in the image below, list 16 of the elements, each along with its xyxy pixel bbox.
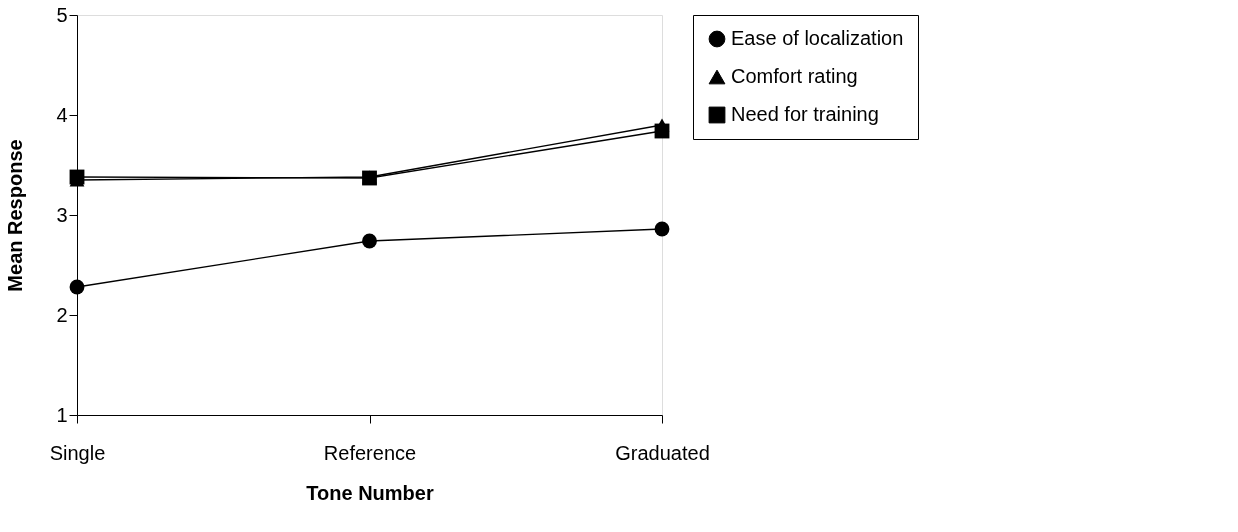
point (654, 221, 670, 237)
point (362, 233, 377, 249)
point (69, 279, 85, 295)
x-tick-label: Graduated (615, 441, 710, 464)
y-tick-label: 2 (56, 303, 68, 326)
legend-label: Comfort rating (731, 65, 858, 87)
x-axis-title: Tone Number (306, 481, 434, 504)
y-tick-label: 3 (56, 203, 68, 226)
y-tick-label: 5 (56, 3, 68, 26)
x-tick-label: Single (49, 441, 106, 464)
legend-label: Ease of localization (731, 27, 904, 49)
y-tick-label: 4 (56, 103, 68, 126)
x-tick-label: Reference (323, 441, 417, 464)
y-axis-title: Mean Response (4, 139, 27, 292)
y-tick-label: 1 (56, 403, 68, 426)
legend-label: Need for training (731, 103, 879, 125)
